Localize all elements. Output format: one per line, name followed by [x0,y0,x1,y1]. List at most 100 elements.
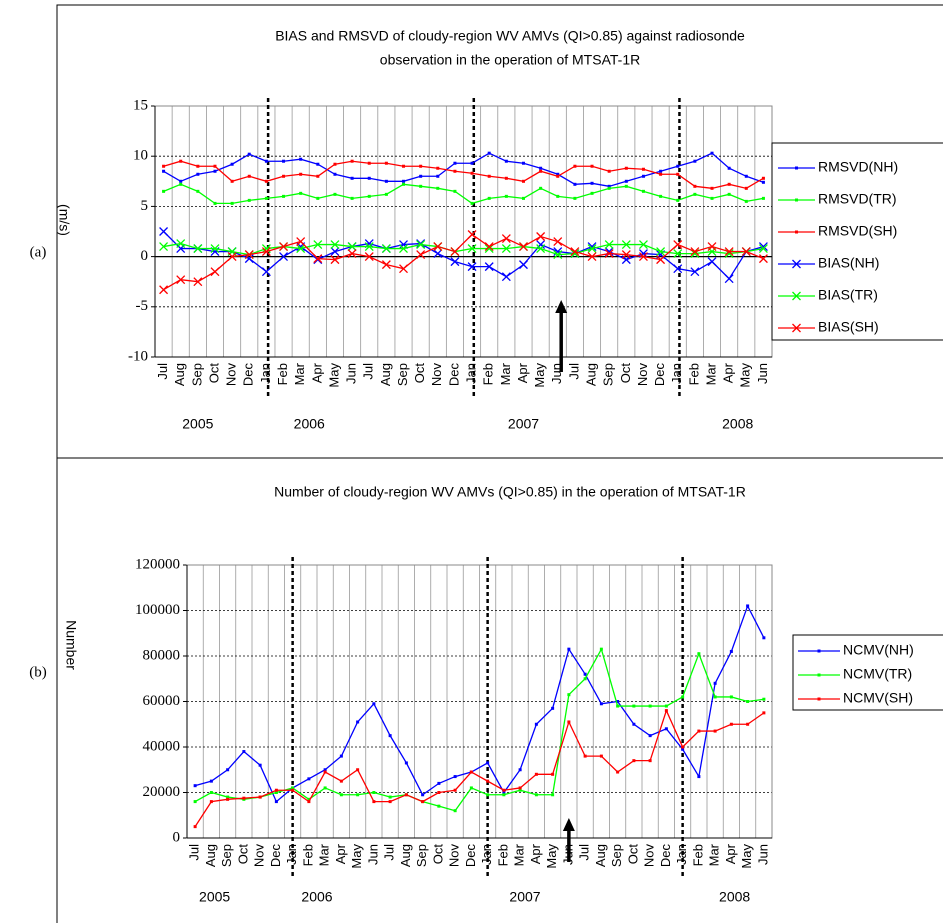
marker [624,179,628,183]
marker [676,164,680,168]
marker [504,159,508,163]
marker [299,157,303,161]
marker [350,196,354,200]
marker [162,189,166,193]
x-tick-label: Oct [430,844,445,865]
marker [746,700,750,703]
marker [599,702,603,706]
marker [758,244,768,254]
x-tick-label: Nov [429,363,444,387]
x-tick-label: Sep [189,363,204,386]
marker [567,647,571,651]
marker [339,779,343,783]
marker [210,267,220,277]
marker [536,244,546,254]
marker [648,704,652,708]
marker [659,169,663,173]
marker [453,189,457,193]
legend-label: RMSVD(SH) [818,223,897,239]
marker [176,239,186,249]
marker [381,244,391,254]
panel-label: (a) [30,244,47,260]
marker [433,242,443,252]
y-axis-label: Number [63,620,79,670]
marker [621,240,631,250]
marker [416,239,426,249]
marker [404,793,408,797]
marker [556,172,560,176]
marker [469,786,473,790]
x-tick-label: Jul [155,363,170,380]
marker [659,172,663,176]
marker [502,791,506,794]
marker [258,795,262,799]
marker [347,242,357,252]
x-tick-label: Nov [642,844,657,868]
marker [307,800,311,804]
x-tick-label: Mar [703,362,718,385]
x-tick-label: Sep [414,844,429,867]
marker [727,182,731,186]
marker [604,240,614,250]
marker [607,184,611,188]
marker [710,186,714,190]
marker [681,745,685,749]
legend-marker [817,673,821,677]
x-tick-label: Oct [412,363,427,384]
marker [159,227,169,236]
x-tick-label: Dec [652,363,667,387]
marker [676,198,680,202]
marker [274,788,278,792]
marker [356,768,360,772]
panel-label: (b) [29,664,47,680]
marker [350,176,354,180]
marker [673,240,683,250]
marker [402,164,406,168]
marker [242,750,246,754]
x-tick-label: Sep [219,844,234,867]
marker [638,240,648,250]
marker [599,754,603,758]
marker [762,636,766,640]
marker [487,174,491,178]
marker [746,722,750,726]
marker [364,252,374,262]
x-tick-label: Dec [268,844,283,868]
marker [372,800,376,804]
y-tick-label: 20000 [143,784,181,800]
marker [713,729,717,733]
y-tick-label: -5 [136,298,149,314]
marker [539,186,543,190]
marker [501,244,511,254]
marker [367,161,371,165]
marker [381,260,391,270]
x-tick-label: Mar [498,362,513,385]
marker [573,182,577,186]
marker [761,176,765,180]
x-tick-label: Jun [365,844,380,865]
marker [761,180,765,184]
marker [707,242,717,252]
marker [656,255,666,265]
y-tick-label: 60000 [143,693,181,709]
marker [470,171,474,175]
marker [551,706,555,710]
marker [296,244,306,254]
marker [641,189,645,193]
legend-marker [795,198,798,202]
marker [570,247,580,257]
marker [521,196,525,200]
marker [501,234,511,243]
marker [372,702,376,706]
x-tick-label: Feb [275,363,290,385]
marker [226,768,230,772]
x-tick-label: Dec [446,363,461,387]
x-tick-label: Mar [707,843,722,866]
y-tick-label: 15 [133,97,148,113]
marker [501,272,511,282]
x-tick-label: Jul [382,844,397,861]
series-line [163,152,764,187]
marker [350,159,354,163]
marker [690,267,700,277]
marker [556,194,560,198]
